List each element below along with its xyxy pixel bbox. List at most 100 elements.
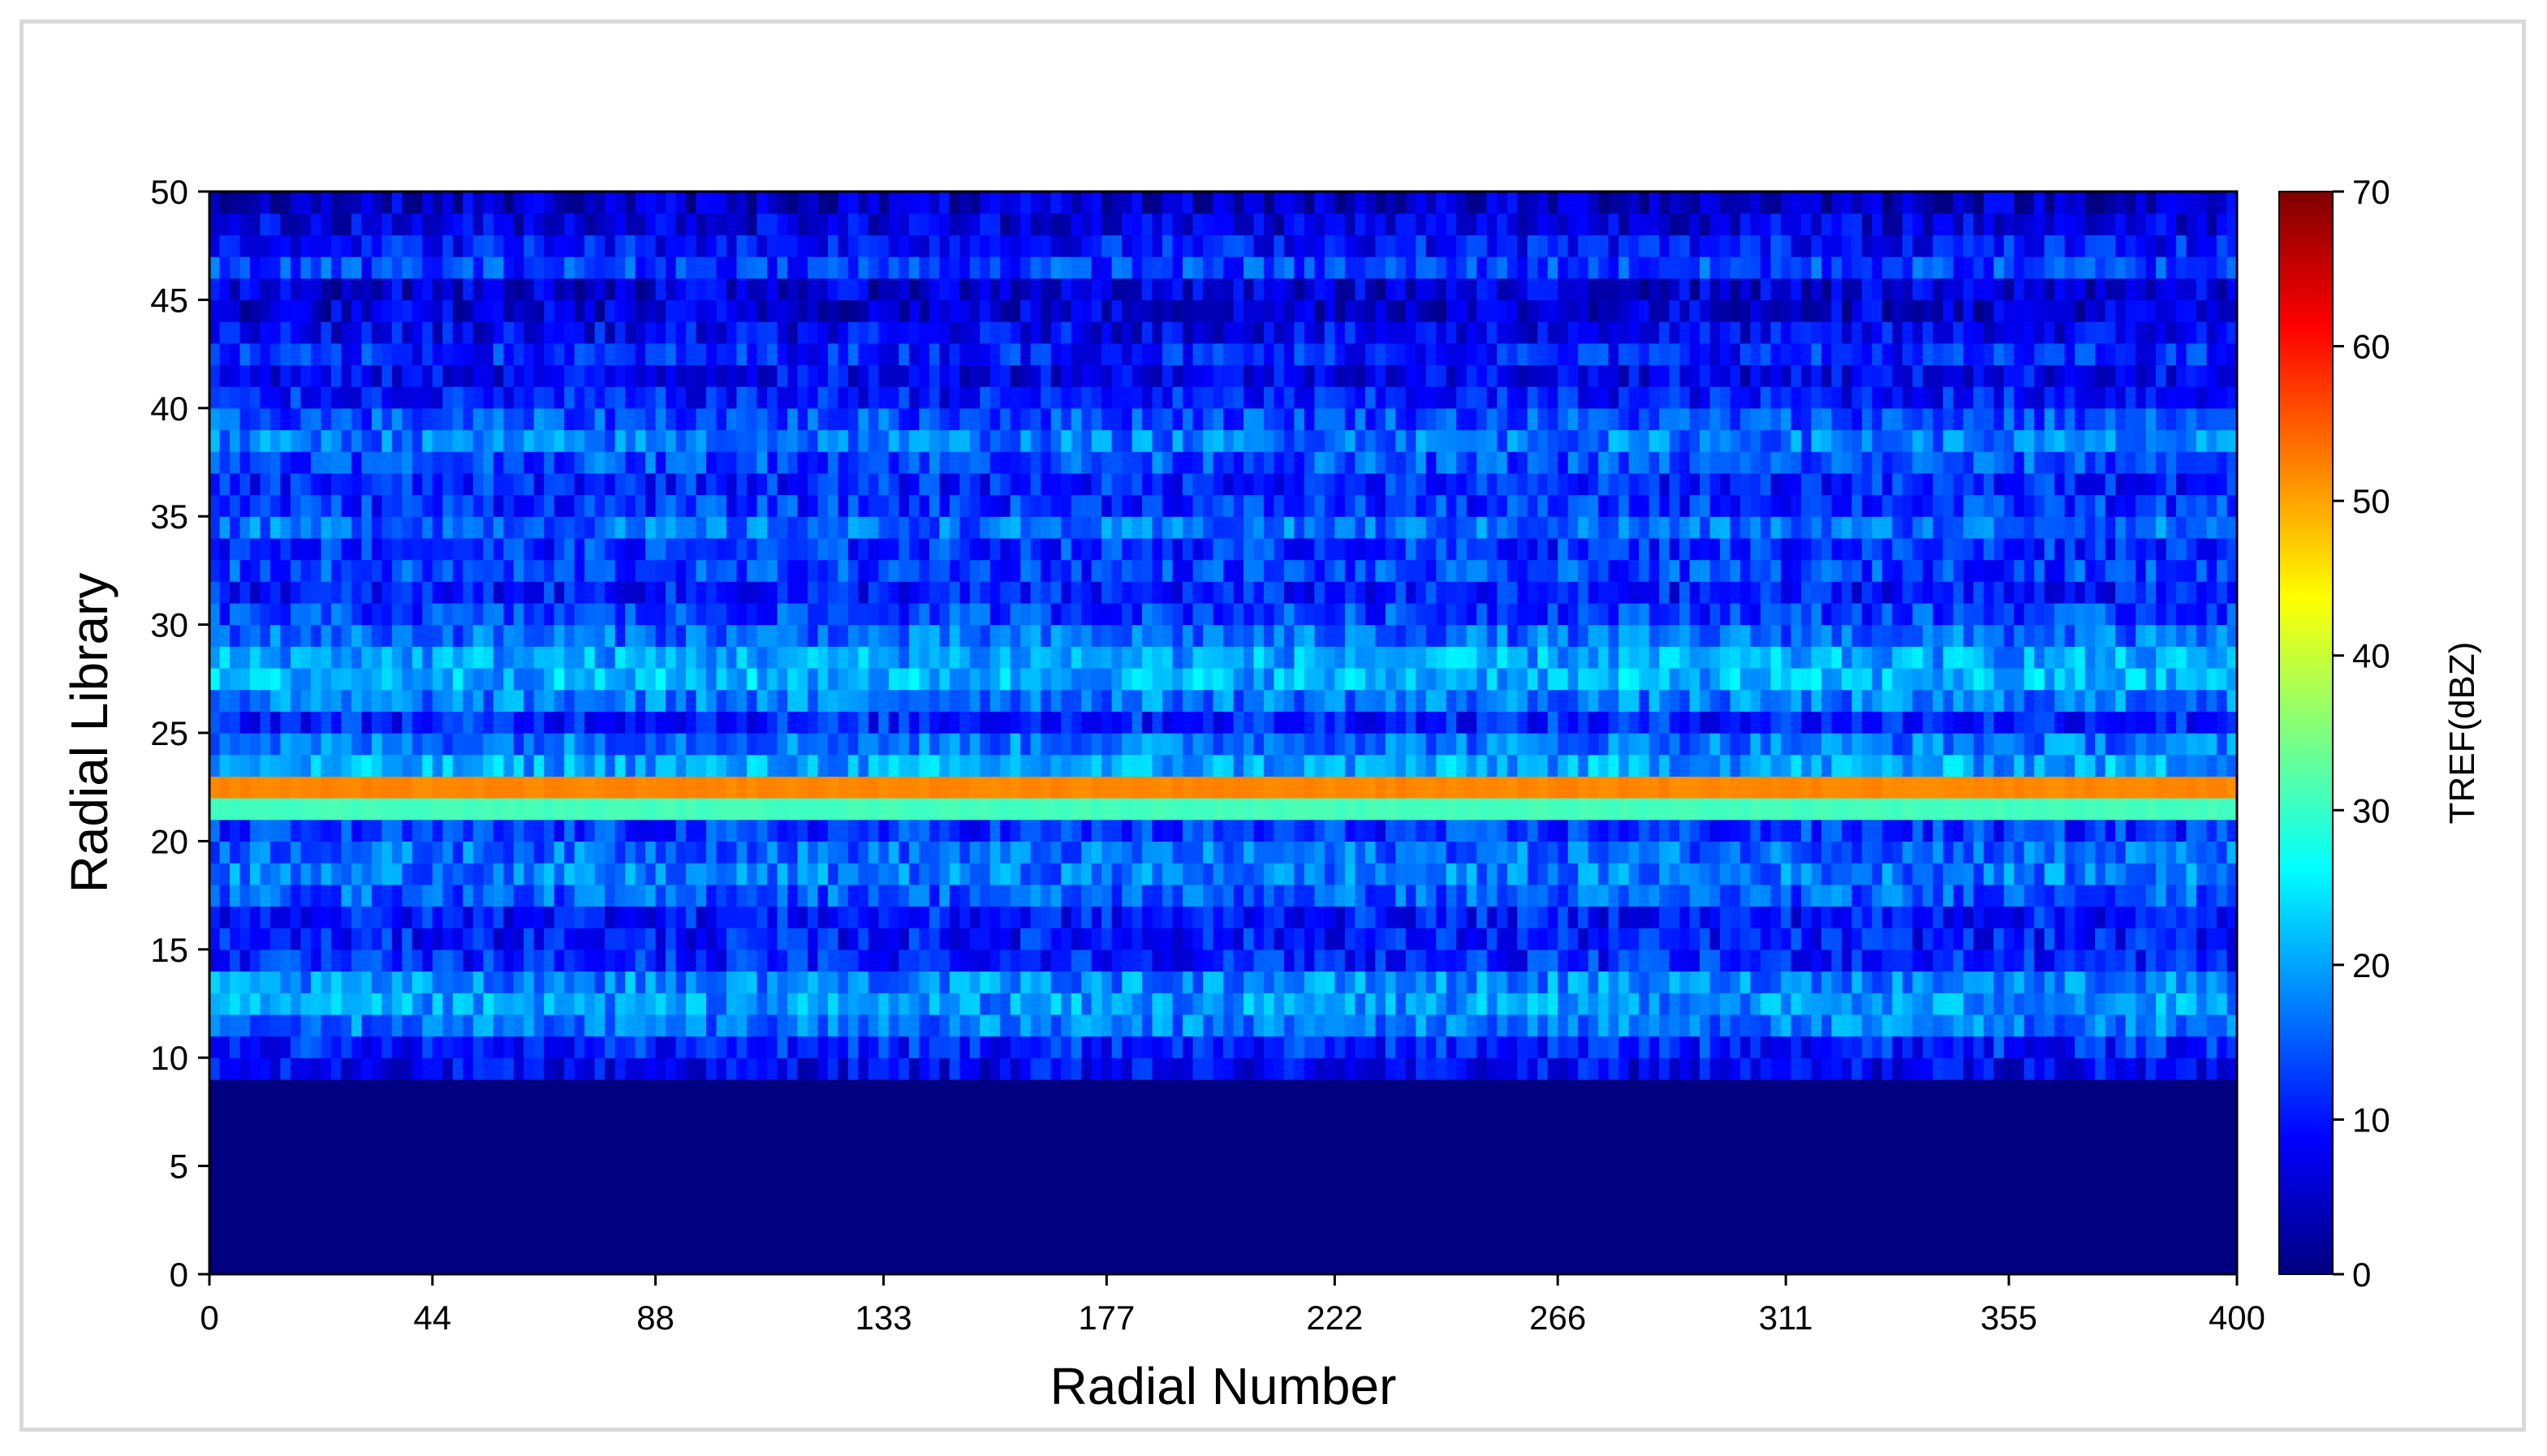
- heatmap-cell: [1405, 1058, 1416, 1080]
- heatmap-cell: [310, 819, 321, 842]
- heatmap-cell: [1993, 1058, 2005, 1080]
- heatmap-cell: [2196, 776, 2208, 799]
- heatmap-cell: [2217, 993, 2228, 1015]
- heatmap-cell: [1689, 1036, 1700, 1058]
- heatmap-cell: [574, 993, 585, 1015]
- heatmap-cell: [2084, 949, 2096, 972]
- heatmap-cell: [1425, 754, 1437, 777]
- heatmap-cell: [929, 689, 940, 712]
- heatmap-cell: [1598, 711, 1610, 734]
- heatmap-cell: [442, 928, 454, 950]
- heatmap-cell: [1416, 798, 1427, 821]
- heatmap-cell: [1213, 971, 1224, 993]
- heatmap-cell: [1122, 928, 1133, 950]
- heatmap-cell: [1578, 1058, 1589, 1080]
- heatmap-cell: [2084, 733, 2096, 756]
- heatmap-cell: [1608, 602, 1619, 626]
- heatmap-cell: [1659, 906, 1670, 928]
- heatmap-cell: [2034, 711, 2045, 734]
- heatmap-cell: [1821, 1058, 1832, 1080]
- heatmap-cell: [1041, 971, 1052, 993]
- heatmap-cell: [1446, 993, 1457, 1015]
- heatmap-cell: [574, 776, 585, 799]
- heatmap-cell: [1506, 841, 1518, 864]
- heatmap-cell: [2095, 581, 2106, 604]
- heatmap-cell: [1942, 624, 1954, 647]
- heatmap-cell: [1841, 559, 1852, 582]
- heatmap-cell: [280, 537, 291, 561]
- heatmap-cell: [2044, 1036, 2055, 1058]
- heatmap-cell: [1700, 841, 1711, 864]
- heatmap-cell: [1912, 776, 1924, 799]
- heatmap-cell: [2105, 559, 2116, 582]
- heatmap-cell: [605, 949, 616, 972]
- heatmap-cell: [351, 884, 362, 907]
- heatmap-cell: [847, 581, 859, 604]
- heatmap-cell: [1314, 646, 1325, 669]
- heatmap-cell: [1527, 928, 1538, 950]
- heatmap-cell: [1933, 798, 1944, 821]
- heatmap-cell: [1466, 711, 1477, 734]
- heatmap-cell: [655, 581, 666, 604]
- heatmap-cell: [2206, 798, 2217, 821]
- heatmap-cell: [239, 1036, 251, 1058]
- heatmap-cell: [645, 581, 657, 604]
- heatmap-cell: [513, 581, 524, 604]
- heatmap-cell: [524, 1014, 535, 1037]
- heatmap-cell: [574, 798, 585, 821]
- heatmap-cell: [2034, 733, 2045, 756]
- heatmap-cell: [2176, 624, 2187, 647]
- heatmap-cell: [513, 711, 524, 734]
- heatmap-cell: [1517, 581, 1528, 604]
- heatmap-cell: [969, 1014, 980, 1037]
- heatmap-cell: [1344, 667, 1355, 691]
- heatmap-cell: [1821, 559, 1832, 582]
- heatmap-cell: [584, 602, 596, 626]
- heatmap-cell: [381, 581, 393, 604]
- heatmap-cell: [2206, 646, 2217, 669]
- heatmap-cell: [1639, 581, 1650, 604]
- heatmap-cell: [919, 906, 930, 928]
- heatmap-cell: [584, 1036, 596, 1058]
- heatmap-cell: [847, 711, 859, 734]
- heatmap-cell: [584, 863, 596, 885]
- heatmap-cell: [2023, 711, 2035, 734]
- heatmap-cell: [422, 841, 433, 864]
- heatmap-cell: [949, 841, 960, 864]
- heatmap-cell: [584, 667, 596, 691]
- heatmap-cell: [1902, 928, 1913, 950]
- heatmap-cell: [361, 993, 373, 1015]
- heatmap-cell: [817, 841, 829, 864]
- heatmap-cell: [584, 993, 596, 1015]
- heatmap-cell: [249, 537, 261, 561]
- heatmap-cell: [1030, 667, 1041, 691]
- heatmap-cell: [1942, 841, 1954, 864]
- heatmap-cell: [1558, 841, 1569, 864]
- heatmap-cell: [1081, 754, 1092, 777]
- heatmap-cell: [969, 581, 980, 604]
- heatmap-cell: [919, 819, 930, 842]
- heatmap-cell: [1283, 537, 1295, 561]
- heatmap-cell: [1364, 711, 1376, 734]
- heatmap-cell: [1020, 949, 1032, 972]
- heatmap-cell: [209, 884, 221, 907]
- heatmap-cell: [1497, 819, 1508, 842]
- heatmap-cell: [412, 711, 423, 734]
- heatmap-cell: [1739, 993, 1752, 1015]
- heatmap-cell: [878, 646, 890, 669]
- heatmap-cell: [1101, 971, 1113, 993]
- heatmap-cell: [239, 949, 251, 972]
- heatmap-cell: [1263, 841, 1275, 864]
- heatmap-cell: [1881, 1014, 1893, 1037]
- heatmap-cell: [787, 646, 799, 669]
- heatmap-cell: [726, 819, 738, 842]
- heatmap-cell: [1588, 624, 1599, 647]
- heatmap-cell: [249, 1014, 261, 1037]
- heatmap-cell: [2044, 689, 2055, 712]
- heatmap-cell: [452, 754, 463, 777]
- heatmap-cell: [888, 971, 899, 993]
- heatmap-cell: [402, 559, 413, 582]
- heatmap-cell: [1567, 928, 1579, 950]
- heatmap-cell: [1739, 819, 1752, 842]
- heatmap-cell: [239, 602, 251, 626]
